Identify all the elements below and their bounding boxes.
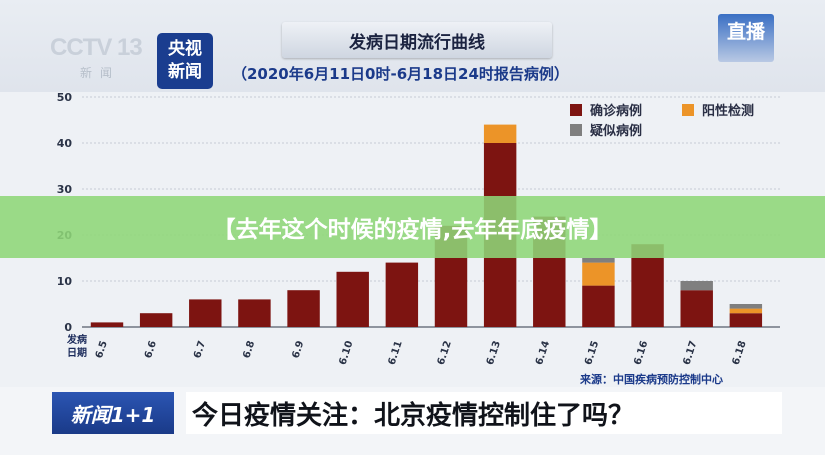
x-axis-title-line2: 日期 [67, 346, 87, 359]
y-tick-label: 0 [64, 321, 72, 334]
bar-segment [238, 299, 271, 327]
x-axis-title-line1: 发病 [66, 333, 87, 346]
y-tick-label: 10 [57, 275, 73, 288]
bar-segment [582, 262, 615, 286]
x-axis-ticks: 6.5 6.6 6.7 6.8 6.9 6.10 6.11 6.12 6.13 6.14 6.15 6… [94, 339, 749, 366]
x-tick-label: 6.16 [632, 340, 650, 367]
legend-label: 阳性检测 [702, 103, 754, 119]
bar-segment [189, 299, 222, 327]
legend-label: 确诊病例 [590, 103, 642, 119]
x-tick-label: 6.9 [290, 339, 306, 359]
bar-segment [729, 313, 763, 327]
x-tick-label: 6.14 [534, 340, 552, 367]
x-tick-label: 6.10 [337, 340, 355, 367]
legend-label: 疑似病例 [590, 123, 642, 139]
data-source: 来源：中国疾病预防控制中心 [580, 373, 723, 386]
bar-segment [287, 290, 320, 327]
x-tick-label: 6.13 [485, 340, 503, 367]
legend-swatch [570, 104, 582, 116]
x-tick-label: 6.12 [436, 340, 454, 367]
bar-segment [582, 258, 615, 263]
news-badge-line1: 央视 [168, 39, 202, 59]
overlay-caption: 【去年这个时候的疫情,去年年底疫情】 [212, 217, 613, 243]
bar-segment [729, 308, 763, 314]
legend-swatch [570, 124, 582, 136]
bar-segment [582, 285, 615, 327]
program-badge: 新闻1+1 [52, 392, 174, 434]
x-tick-label: 6.6 [143, 339, 159, 359]
news-badge-line2: 新闻 [168, 62, 202, 82]
bar-segment [139, 313, 173, 327]
bar-segment [631, 244, 664, 327]
legend-swatch [682, 104, 694, 116]
cctv-logo: CCTV 13 [50, 34, 143, 61]
bar-segment [680, 290, 713, 327]
live-badge: 直播 [718, 14, 774, 62]
bar-segment [729, 304, 763, 309]
y-tick-label: 40 [57, 137, 73, 150]
y-tick-label: 30 [57, 183, 73, 196]
cctv-subtitle: 新闻 [80, 66, 121, 80]
bar-segment [483, 124, 517, 143]
x-tick-label: 6.15 [583, 340, 601, 367]
ticker-headline: 今日疫情关注：北京疫情控制住了吗？ [186, 392, 782, 434]
bar-segment [680, 281, 713, 291]
cctv-news-logo: 央视 新闻 [157, 33, 213, 89]
chart-subtitle: （2020年6月11日0时-6月18日24时报告病例） [232, 65, 569, 83]
x-tick-label: 6.8 [241, 339, 257, 359]
chart-title: 发病日期流行曲线 [282, 22, 552, 58]
x-tick-label: 6.18 [731, 340, 749, 367]
bar-segment [385, 262, 419, 327]
x-tick-label: 6.7 [192, 339, 208, 359]
x-tick-label: 6.11 [387, 340, 405, 367]
x-tick-label: 6.17 [681, 340, 699, 367]
bar-segment [90, 322, 124, 327]
x-tick-label: 6.5 [94, 339, 110, 359]
overlay-banner: 【去年这个时候的疫情,去年年底疫情】 [0, 196, 825, 258]
y-tick-label: 50 [57, 91, 73, 104]
bar-segment [336, 271, 369, 327]
